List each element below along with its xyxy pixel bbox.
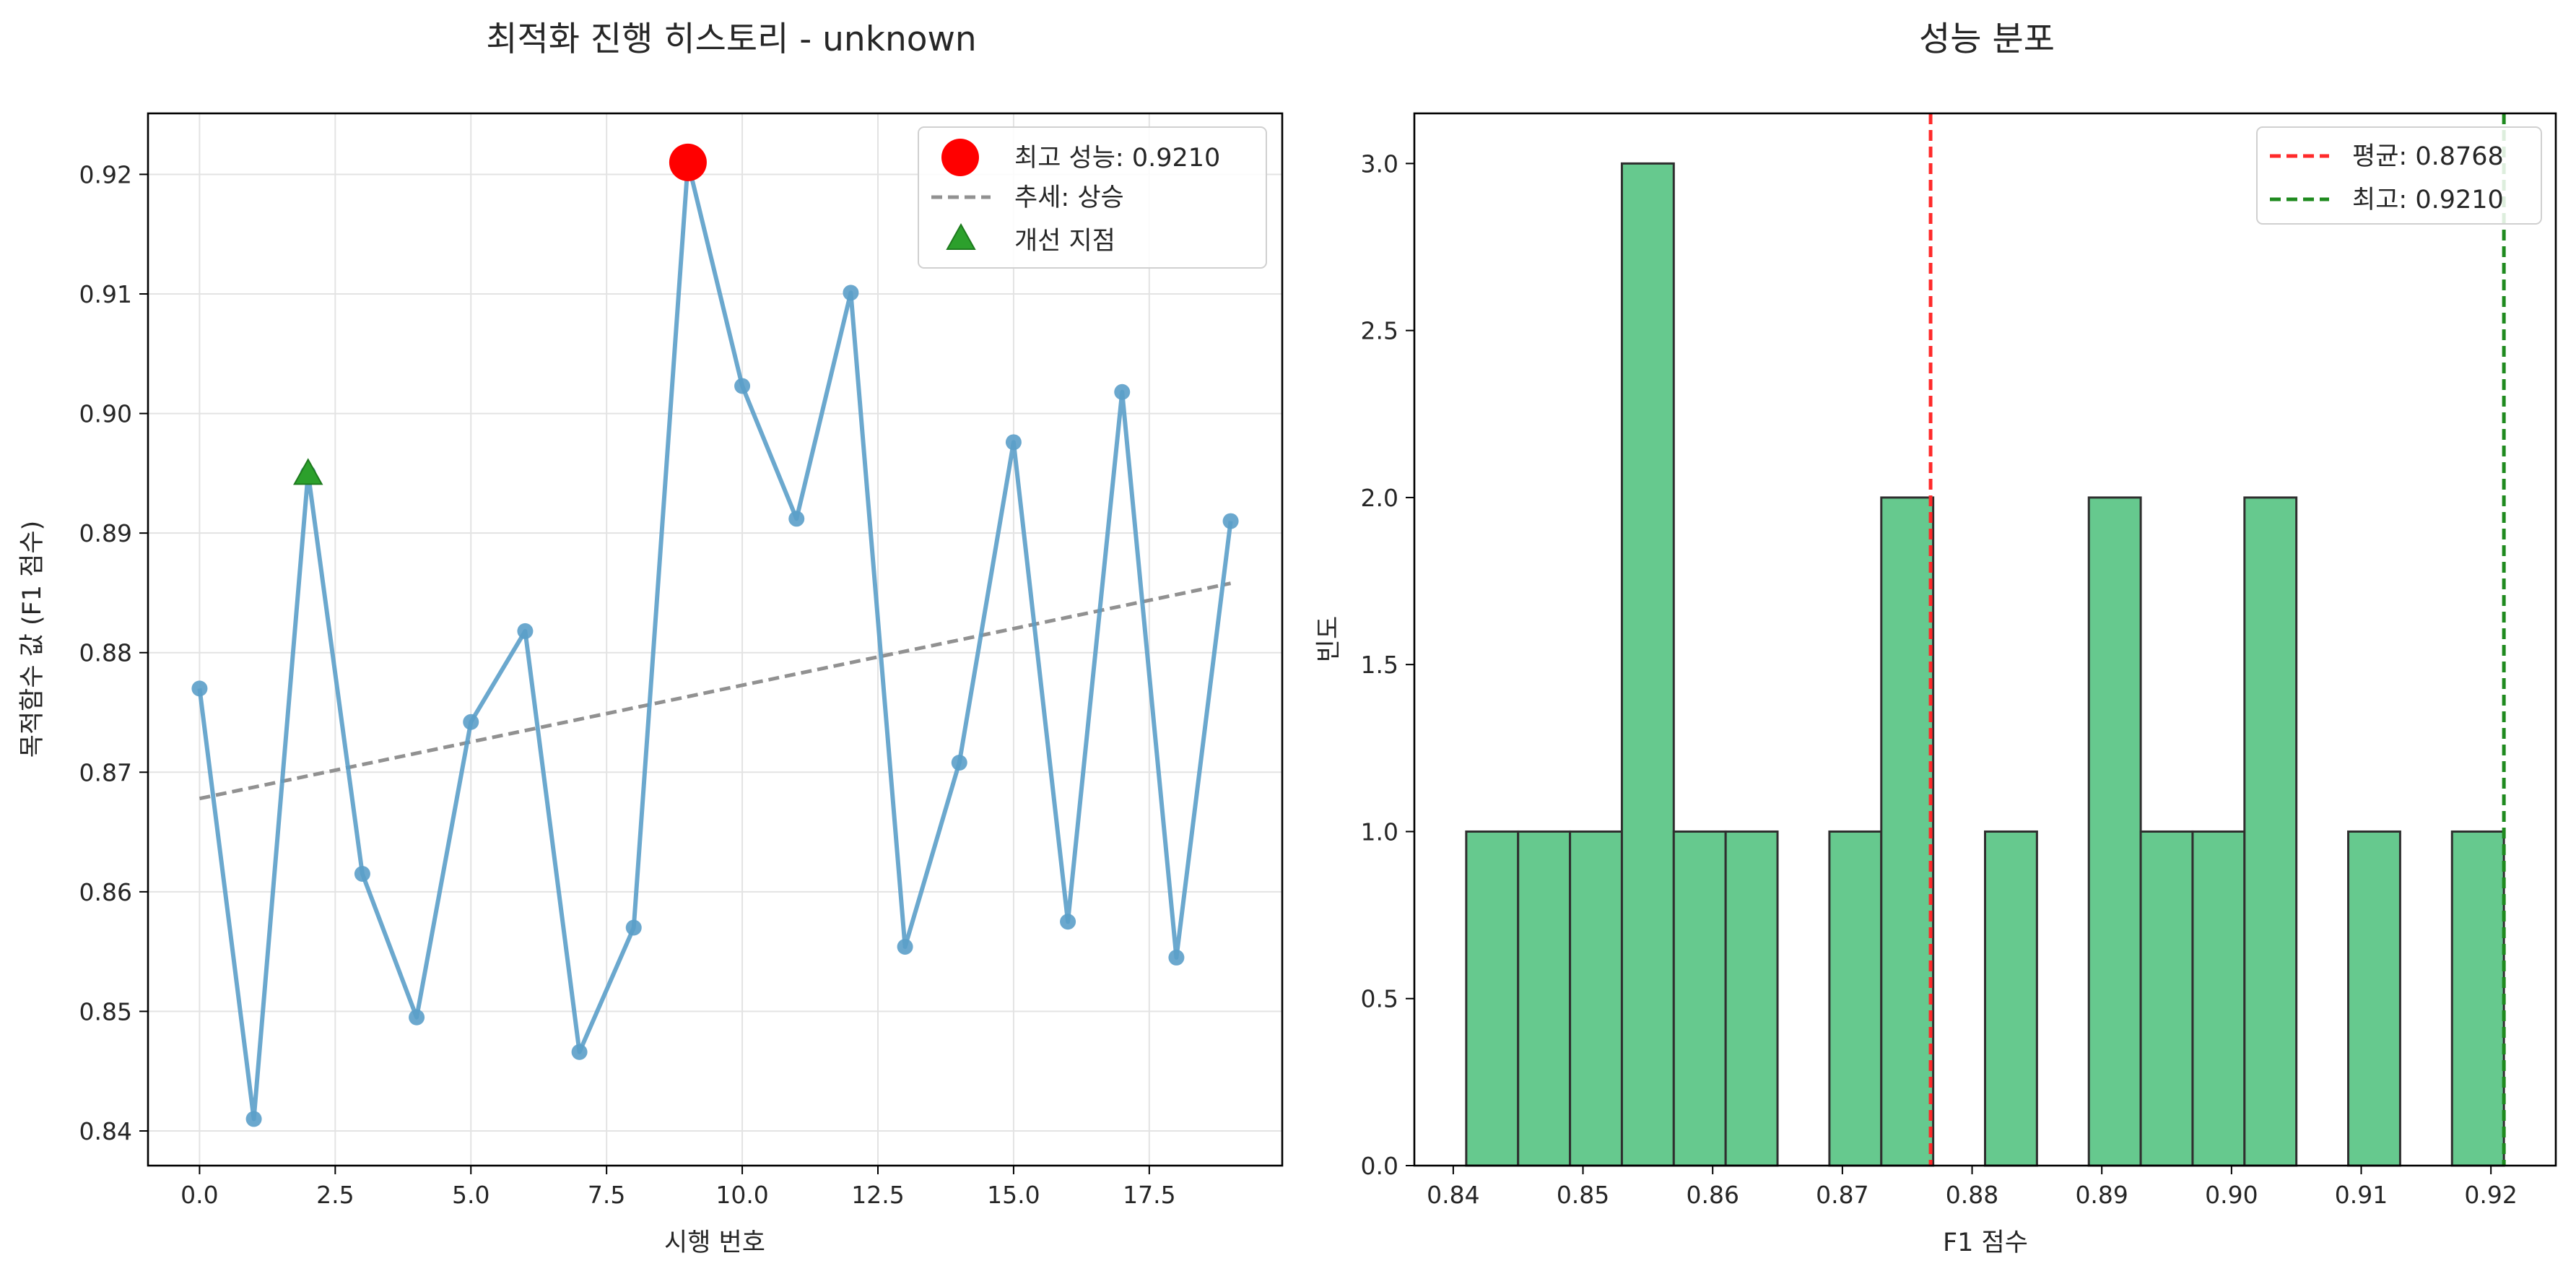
history-y-tick-label: 0.89 — [79, 519, 132, 547]
history-chart-title: 최적화 진행 히스토리 - unknown — [486, 19, 976, 59]
history-data-point — [1005, 434, 1022, 451]
histogram-bar — [1569, 830, 1623, 1167]
history-data-point — [788, 511, 805, 527]
history-y-tick-label: 0.88 — [79, 639, 132, 667]
distribution-y-axis-label: 빈도 — [1315, 616, 1344, 662]
history-data-point — [1060, 914, 1076, 930]
distribution-y-tick-label: 0.0 — [1361, 1152, 1398, 1180]
distribution-chart-title: 성능 분포 — [1919, 19, 2055, 59]
distribution-legend: 평균: 0.8768 최고: 0.9210 — [2256, 126, 2542, 225]
history-data-point — [734, 378, 751, 394]
histogram-bar — [1517, 830, 1572, 1167]
history-series-line — [197, 160, 1233, 1122]
histogram-bar — [2243, 496, 2298, 1167]
history-plot-area — [191, 143, 1239, 1127]
history-y-tick-label: 0.85 — [79, 997, 132, 1026]
history-data-point — [951, 755, 967, 771]
history-improvement-marker — [293, 458, 323, 485]
legend-improvement-label: 개선 지점 — [1014, 227, 1115, 256]
history-data-point — [625, 919, 642, 936]
legend-best-label: 최고 성능: 0.9210 — [1014, 144, 1220, 173]
history-axes-frame — [147, 112, 1284, 1167]
history-data-point — [897, 939, 913, 955]
distribution-y-tick-label: 1.5 — [1361, 651, 1398, 679]
history-x-axis-label: 시행 번호 — [664, 1228, 765, 1257]
distribution-x-ticks: 0.84 0.85 0.86 0.87 0.88 0.89 0.90 0.91 0.92 — [1427, 1166, 2518, 1209]
distribution-y-tick-label: 3.0 — [1361, 149, 1398, 178]
history-data-point — [1168, 949, 1185, 966]
legend-mean-label: 평균: 0.8768 — [2352, 142, 2504, 171]
distribution-chart: 성능 분포 0.84 0.85 0.86 0.87 0.88 0.89 0.90 0.91 0.… — [1315, 19, 2557, 1257]
history-chart: 최적화 진행 히스토리 - unknown 0.0 2.5 5.0 7.5 10.0 12… — [18, 19, 1284, 1257]
history-data-point — [571, 1044, 588, 1060]
history-x-tick-label: 10.0 — [715, 1181, 768, 1209]
histogram-bar — [1672, 830, 1727, 1167]
history-y-tick-label: 0.86 — [79, 878, 132, 906]
history-y-ticks: 0.84 0.85 0.86 0.87 0.88 0.89 0.90 0.91 0.92 — [79, 160, 148, 1145]
history-y-tick-label: 0.91 — [79, 280, 132, 308]
history-data-point — [191, 680, 208, 697]
history-data-point — [463, 714, 479, 730]
history-x-tick-label: 7.5 — [588, 1181, 625, 1209]
history-x-tick-label: 12.5 — [851, 1181, 904, 1209]
history-data-point — [517, 623, 534, 639]
distribution-y-tick-label: 0.5 — [1361, 985, 1398, 1013]
histogram-bar — [1880, 496, 1935, 1167]
history-x-ticks: 0.0 2.5 5.0 7.5 10.0 12.5 15.0 17.5 — [180, 1166, 1176, 1209]
histogram-bar — [1620, 162, 1675, 1167]
history-y-tick-label: 0.90 — [79, 400, 132, 428]
legend-improvement-marker — [946, 222, 976, 250]
history-legend: 최고 성능: 0.9210 추세: 상승 개선 지점 — [918, 126, 1267, 269]
history-x-tick-label: 15.0 — [987, 1181, 1040, 1209]
distribution-x-tick-label: 0.88 — [1946, 1181, 1998, 1209]
history-best-marker — [669, 143, 707, 181]
history-data-point — [843, 285, 859, 301]
history-legend-box — [918, 126, 1267, 269]
history-x-tick-label: 0.0 — [180, 1181, 218, 1209]
distribution-vlines — [1928, 113, 2506, 1166]
distribution-y-ticks: 0.0 0.5 1.0 1.5 2.0 2.5 3.0 — [1361, 149, 1414, 1180]
history-data-point — [1222, 513, 1239, 529]
histogram-bar — [2191, 830, 2246, 1167]
distribution-x-tick-label: 0.92 — [2464, 1181, 2517, 1209]
distribution-x-axis-label: F1 점수 — [1943, 1228, 2028, 1257]
legend-best-marker — [941, 139, 979, 176]
history-y-tick-label: 0.87 — [79, 758, 132, 786]
distribution-y-tick-label: 2.0 — [1361, 484, 1398, 512]
history-y-tick-label: 0.92 — [79, 160, 132, 188]
histogram-bar — [2347, 830, 2401, 1167]
distribution-bars — [1465, 162, 2505, 1167]
legend-trend-label: 추세: 상승 — [1014, 183, 1124, 212]
histogram-bar — [2087, 496, 2142, 1167]
distribution-x-tick-label: 0.90 — [2205, 1181, 2258, 1209]
distribution-axes-frame — [1413, 112, 2557, 1167]
distribution-x-tick-label: 0.87 — [1816, 1181, 1868, 1209]
histogram-bar — [1724, 830, 1779, 1167]
histogram-bar — [1828, 830, 1883, 1167]
distribution-y-tick-label: 1.0 — [1361, 818, 1398, 846]
histogram-bar — [2139, 830, 2194, 1167]
distribution-x-tick-label: 0.85 — [1557, 1181, 1609, 1209]
history-x-tick-label: 2.5 — [316, 1181, 354, 1209]
histogram-bar — [2450, 830, 2505, 1167]
history-x-tick-label: 17.5 — [1123, 1181, 1175, 1209]
history-y-tick-label: 0.84 — [79, 1117, 132, 1145]
history-data-point — [1114, 383, 1131, 400]
distribution-x-tick-label: 0.84 — [1427, 1181, 1479, 1209]
history-data-point — [245, 1111, 262, 1127]
histogram-bar — [1465, 830, 1520, 1167]
distribution-y-tick-label: 2.5 — [1361, 317, 1398, 345]
history-x-tick-label: 5.0 — [452, 1181, 489, 1209]
history-data-point — [354, 866, 370, 883]
legend-max-label: 최고: 0.9210 — [2352, 186, 2504, 214]
histogram-bar — [1984, 830, 2038, 1167]
distribution-x-tick-label: 0.86 — [1686, 1181, 1739, 1209]
history-trend-line — [199, 581, 1232, 801]
history-y-axis-label: 목적함수 값 (F1 점수) — [18, 521, 47, 758]
history-data-point — [409, 1009, 425, 1026]
distribution-x-tick-label: 0.91 — [2335, 1181, 2388, 1209]
distribution-x-tick-label: 0.89 — [2075, 1181, 2128, 1209]
